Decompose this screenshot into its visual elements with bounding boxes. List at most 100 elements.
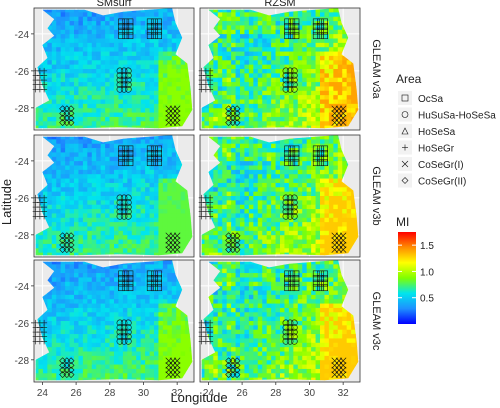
area-marker-diamond (59, 232, 75, 254)
x-tick-label: 30 (304, 388, 316, 399)
area-marker-circle (282, 67, 298, 93)
area-marker-square (146, 270, 162, 292)
panel-border (199, 134, 361, 258)
y-tick-label: -28 (15, 231, 30, 242)
column-strip-label: SMsurf (97, 0, 133, 9)
panel-border (33, 259, 195, 383)
row-strip (362, 8, 384, 130)
x-tick-label: 32 (172, 388, 184, 399)
axes: -24 -26 -28 -24 -26 -28 -24 -26 -28 24 26 28 30 32 24 2… (15, 30, 350, 399)
panel-border (199, 7, 361, 131)
x-tick-label: 26 (237, 388, 249, 399)
area-marker-plus (198, 319, 214, 345)
area-marker-diamond (225, 357, 241, 379)
panel-border (199, 259, 361, 383)
x-axis-label: Longitude (170, 390, 227, 405)
area-marker-cross (331, 232, 347, 253)
legend-key (398, 124, 412, 138)
column-strip-label: RZSM (264, 0, 295, 9)
area-marker-square (284, 270, 300, 292)
x-tick-label: 26 (71, 388, 83, 399)
area-marker-plus (198, 67, 214, 93)
area-marker-square (312, 270, 328, 292)
area-marker-plus (32, 194, 48, 220)
y-tick-label: -24 (15, 30, 30, 41)
area-marker-square (118, 145, 134, 167)
area-marker-circle (116, 194, 132, 220)
colorbar-gradient (398, 232, 416, 324)
colorbar-title: MI (396, 215, 409, 229)
legend-item-label: CoSeGr(II) (418, 177, 466, 188)
x-tick-label: 24 (203, 388, 215, 399)
row-strip (362, 135, 384, 257)
area-marker-cross (331, 105, 347, 126)
area-marker-square (284, 18, 300, 40)
panel-border (33, 134, 195, 258)
y-axis-label: Latitude (0, 179, 14, 225)
legend-key (398, 91, 412, 105)
panel-border (33, 7, 195, 131)
facet-panels (32, 7, 361, 383)
area-marker-square (118, 18, 134, 40)
y-tick-label: -28 (15, 104, 30, 115)
mi-colorbar: MI 0.5 1.0 1.5 (396, 215, 434, 324)
legend-item-label: HoSeGr (418, 144, 455, 155)
legend-item-label: CoSeGr(I) (418, 160, 464, 171)
area-marker-plus (32, 67, 48, 93)
y-tick-label: -24 (15, 157, 30, 168)
x-tick-label: 28 (104, 388, 116, 399)
area-marker-square (312, 18, 328, 40)
area-marker-cross (165, 357, 181, 378)
area-marker-plus (198, 194, 214, 220)
area-marker-diamond (59, 357, 75, 379)
row-strip-label: GLEAM v3b (370, 166, 382, 225)
legend-item-label: HoSeSa (418, 127, 456, 138)
legend-symbol-diamond (401, 177, 409, 184)
area-marker-cross (331, 357, 347, 378)
legend-symbol-circle (401, 111, 409, 118)
y-tick-label: -26 (15, 194, 30, 205)
y-tick-label: -26 (15, 319, 30, 330)
legend-symbol-triangle (401, 127, 409, 135)
facet-strips: SMsurf RZSM GLEAM v3a GLEAM v3b GLEAM v3c (97, 0, 384, 382)
row-strip (362, 260, 384, 382)
y-tick-label: -24 (15, 282, 30, 293)
area-marker-diamond (225, 105, 241, 127)
row-strip-label: GLEAM v3a (370, 39, 382, 99)
legend-item-label: OcSa (418, 94, 443, 105)
colorbar-tick-label: 1.5 (420, 241, 434, 252)
area-marker-square (312, 145, 328, 167)
area-marker-circle (282, 319, 298, 345)
legend-symbol-plus (402, 144, 408, 151)
legend-symbol-square (401, 94, 409, 102)
legend-symbol-cross (401, 160, 409, 168)
area-marker-diamond (225, 232, 241, 254)
area-marker-cross (165, 105, 181, 126)
colorbar-tick-label: 0.5 (420, 294, 434, 305)
x-tick-label: 24 (37, 388, 49, 399)
legend-key (398, 173, 412, 188)
area-marker-plus (32, 319, 48, 345)
legend-item-label: HuSuSa-HoSeSa (418, 111, 496, 122)
x-tick-label: 30 (138, 388, 150, 399)
row-strip-label: GLEAM v3c (370, 292, 382, 351)
area-legend-title: Area (396, 72, 422, 86)
area-legend: Area OcSa HuSuSa-HoSeSa HoSeSa HoSeGr CoSeGr… (396, 72, 496, 188)
area-marker-square (146, 145, 162, 167)
area-marker-square (146, 18, 162, 40)
area-marker-circle (282, 194, 298, 220)
area-marker-cross (165, 232, 181, 253)
y-tick-label: -26 (15, 67, 30, 78)
colorbar-tick-label: 1.0 (420, 267, 434, 278)
x-tick-label: 28 (270, 388, 282, 399)
y-tick-label: -28 (15, 356, 30, 367)
mi-heatmap (35, 135, 193, 256)
x-tick-label: 32 (338, 388, 350, 399)
legend-key (398, 107, 412, 122)
area-marker-circle (116, 67, 132, 93)
area-marker-circle (116, 319, 132, 345)
area-marker-diamond (59, 105, 75, 127)
area-marker-square (284, 145, 300, 167)
area-marker-square (118, 270, 134, 292)
